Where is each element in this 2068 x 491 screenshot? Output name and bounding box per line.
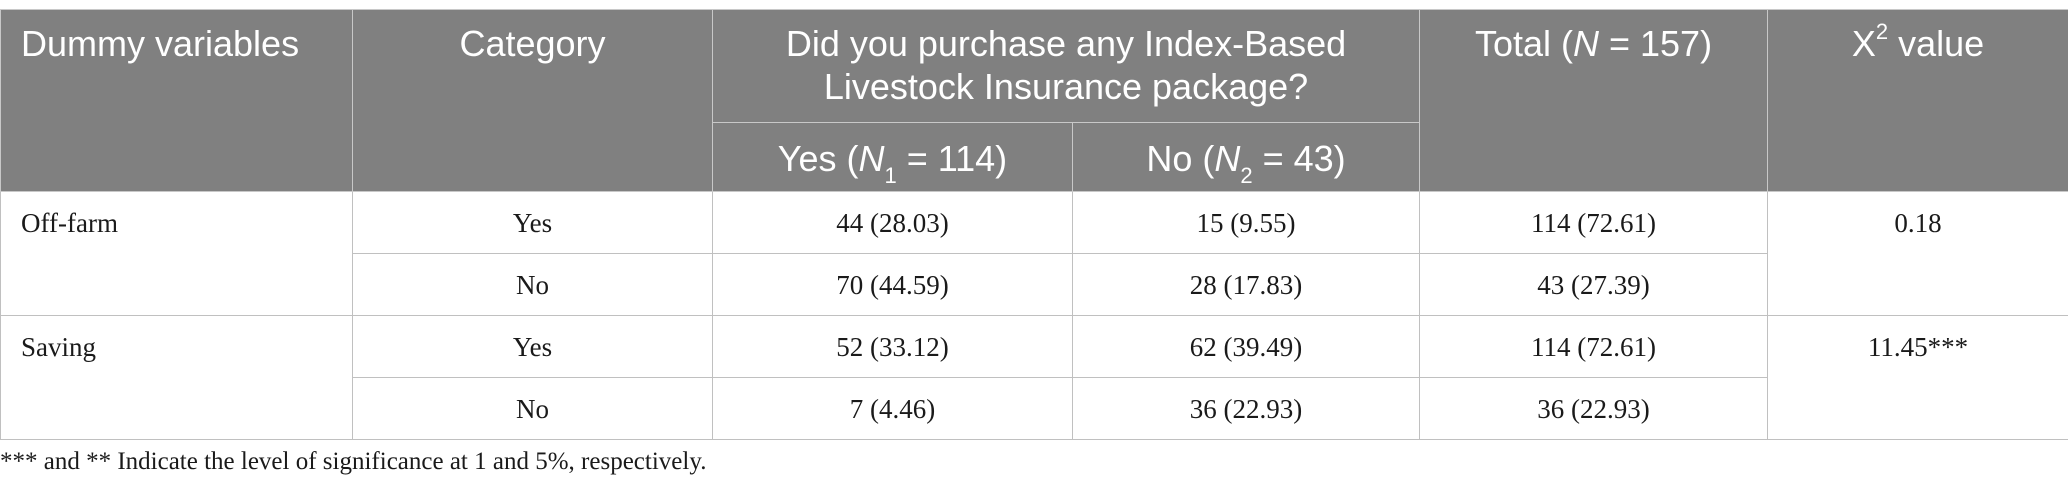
- total-cell: 36 (22.93): [1419, 377, 1769, 440]
- yes-cell: 7 (4.46): [712, 377, 1073, 440]
- data-table: Dummy variables Category Did you purchas…: [0, 9, 2068, 440]
- header-chi-x: X: [1851, 23, 1876, 64]
- header-chi-sup: 2: [1875, 19, 1889, 44]
- chi-square-cell: 11.45***: [1767, 315, 2068, 440]
- category-cell: Yes: [352, 191, 713, 254]
- header-yes-value: = 114): [896, 138, 1008, 179]
- category-cell: Yes: [352, 315, 713, 378]
- header-total-n: N: [1572, 23, 1599, 64]
- table-row: Off-farm Yes 44 (28.03) 15 (9.55) 114 (7…: [0, 191, 2068, 316]
- no-cell: 28 (17.83): [1071, 253, 1421, 316]
- header-chi-square: X2 value: [1767, 9, 2068, 192]
- chi-square-cell: 0.18: [1767, 191, 2068, 316]
- header-chi-rest: value: [1888, 23, 1985, 64]
- header-row: Dummy variables Category Did you purchas…: [0, 9, 2068, 192]
- category-cell: No: [352, 253, 713, 316]
- table-footnote: *** and ** Indicate the level of signifi…: [0, 448, 707, 475]
- header-yes-sub: 1: [884, 163, 897, 189]
- no-cell: 15 (9.55): [1071, 191, 1421, 254]
- header-no-label: No (: [1146, 138, 1215, 179]
- header-total: Total (N = 157): [1419, 9, 1769, 192]
- header-total-value: = 157): [1598, 23, 1713, 64]
- table-row: No 7 (4.46) 36 (22.93) 36 (22.93): [1, 377, 2068, 440]
- header-total-label: Total (: [1474, 23, 1573, 64]
- table-row: No 70 (44.59) 28 (17.83) 43 (27.39): [1, 253, 2068, 316]
- table-row: Saving Yes 52 (33.12) 62 (39.49) 114 (72…: [0, 315, 2068, 440]
- no-cell: 62 (39.49): [1071, 315, 1421, 378]
- yes-cell: 44 (28.03): [712, 191, 1073, 254]
- total-cell: 43 (27.39): [1419, 253, 1769, 316]
- yes-cell: 70 (44.59): [712, 253, 1073, 316]
- header-no-value: = 43): [1252, 138, 1346, 179]
- yes-cell: 52 (33.12): [712, 315, 1073, 378]
- header-purchase-question: Did you purchase any Index-Based Livesto…: [711, 9, 1421, 123]
- header-no-sub: 2: [1240, 163, 1253, 189]
- header-no: No (N2 = 43): [1071, 122, 1421, 192]
- header-category: Category: [352, 9, 713, 192]
- header-yes-label: Yes (: [777, 138, 859, 179]
- category-cell: No: [352, 377, 713, 440]
- header-subrow: Yes (N1 = 114) No (N2 = 43): [1, 122, 2068, 192]
- header-dummy-variables: Dummy variables: [0, 9, 353, 192]
- total-cell: 114 (72.61): [1419, 191, 1769, 254]
- variable-cell: Off-farm: [0, 191, 353, 316]
- total-cell: 114 (72.61): [1419, 315, 1769, 378]
- header-yes: Yes (N1 = 114): [712, 122, 1073, 192]
- header-yes-n: N: [858, 138, 885, 179]
- header-no-n: N: [1214, 138, 1241, 179]
- variable-cell: Saving: [0, 315, 353, 440]
- no-cell: 36 (22.93): [1071, 377, 1421, 440]
